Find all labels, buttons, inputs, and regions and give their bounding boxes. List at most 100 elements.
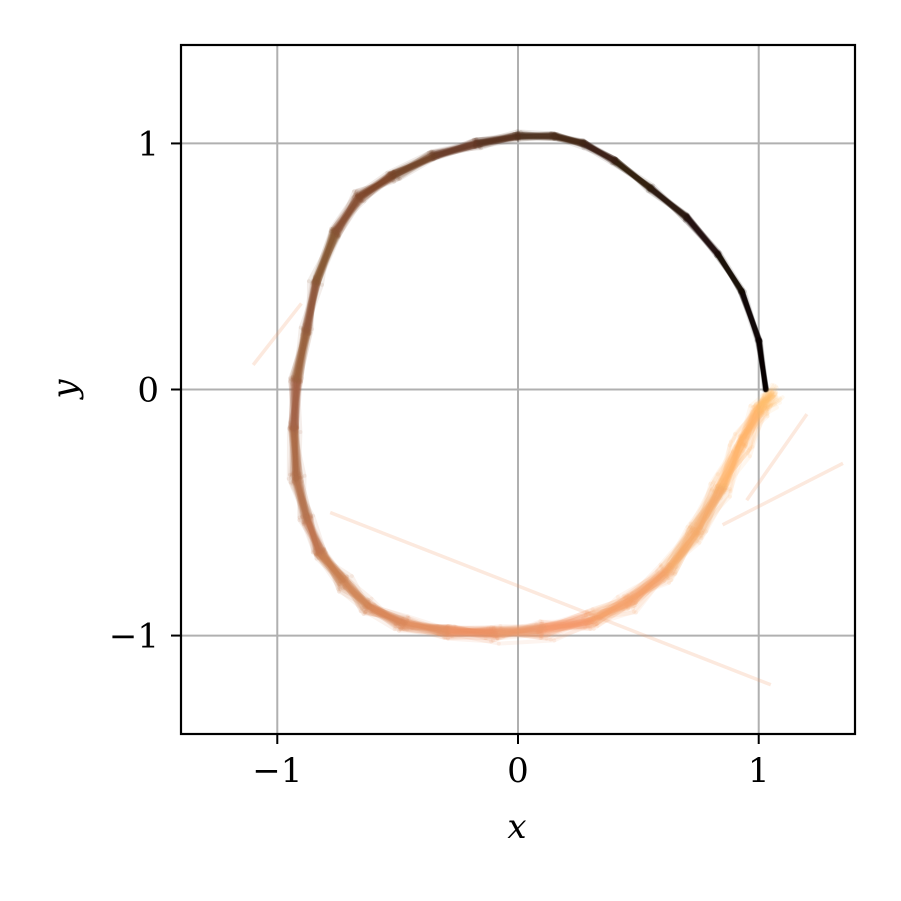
trajectory-segment xyxy=(756,338,768,392)
trajectory-segment xyxy=(613,158,654,191)
trajectory-segment xyxy=(314,227,339,285)
trajectory-segment xyxy=(752,396,775,410)
trajectory-segment xyxy=(647,184,692,220)
trajectory-segment xyxy=(720,442,746,491)
trajectory-segment xyxy=(688,484,722,533)
trajectory-segment xyxy=(737,405,761,440)
trajectory-segment xyxy=(333,194,364,237)
trajectory-segment xyxy=(312,226,339,283)
trajectory-segment xyxy=(664,527,696,577)
trajectory-segment xyxy=(554,132,584,145)
trajectory-segment xyxy=(664,527,701,573)
trajectory-segment xyxy=(581,601,630,621)
trajectory-segment xyxy=(291,430,300,483)
trajectory-segment xyxy=(336,194,361,240)
trajectory-segment xyxy=(288,428,295,475)
trajectory-segment xyxy=(489,622,539,632)
trajectory-segment xyxy=(551,136,588,144)
trajectory-segment xyxy=(305,511,320,555)
trajectory-segment xyxy=(291,424,298,476)
trajectory-segment xyxy=(297,327,308,387)
trajectory-segment xyxy=(311,234,340,284)
trajectory-segment xyxy=(741,408,762,447)
trajectory-segment xyxy=(362,171,393,204)
trajectory-segment xyxy=(290,470,305,520)
trajectory-segment xyxy=(613,157,650,190)
trajectory-segment xyxy=(437,628,503,637)
trajectory-segment xyxy=(684,214,720,257)
trajectory-line xyxy=(293,132,782,638)
trajectory-segment xyxy=(392,157,436,177)
trajectory-segment xyxy=(665,532,696,576)
trajectory-segment xyxy=(670,527,696,576)
trajectory-segment xyxy=(304,514,321,553)
trajectory-segment xyxy=(404,622,451,630)
trajectory-segment xyxy=(721,444,742,489)
trajectory-segment xyxy=(756,395,776,405)
trajectory-segment xyxy=(471,133,523,142)
trajectory-line xyxy=(290,129,769,637)
trajectory-segment xyxy=(291,479,309,521)
trajectory-segment xyxy=(306,277,320,335)
trajectory-segment xyxy=(400,619,447,631)
trajectory-segment xyxy=(292,382,300,430)
trajectory-segment xyxy=(648,186,690,217)
trajectory-segment xyxy=(431,139,480,158)
trajectory-segment xyxy=(611,158,653,190)
trajectory-segment xyxy=(315,551,342,580)
trajectory-segment xyxy=(303,280,318,329)
trajectory-segment xyxy=(738,289,761,342)
trajectory-segment xyxy=(475,135,522,146)
trajectory-segment xyxy=(476,133,521,146)
trajectory-segment xyxy=(290,378,299,431)
trajectory-segment xyxy=(553,136,586,151)
trajectory-segment xyxy=(292,378,298,429)
trajectory-segment xyxy=(316,231,339,286)
trajectory-segment xyxy=(304,517,323,556)
trajectory-segment xyxy=(740,401,759,444)
trajectory-segment xyxy=(631,565,675,614)
trajectory-segment xyxy=(755,399,766,418)
trajectory-segment xyxy=(334,198,363,230)
trajectory-segment xyxy=(613,158,653,190)
trajectory-segment xyxy=(405,624,450,632)
trajectory-line xyxy=(289,131,772,635)
trajectory-segment xyxy=(339,579,372,609)
trajectory-segment xyxy=(763,390,778,408)
trajectory-segment xyxy=(402,621,450,635)
trajectory-segment xyxy=(715,253,742,293)
trajectory-segment xyxy=(399,625,449,631)
trajectory-segment xyxy=(694,496,723,543)
trajectory-segment xyxy=(581,140,618,165)
trajectory-segment xyxy=(306,278,317,332)
trajectory-segment xyxy=(715,439,733,491)
trajectory-segment xyxy=(587,601,629,624)
trajectory-segment xyxy=(688,483,726,530)
trajectory-segment xyxy=(535,617,593,632)
trajectory-segment xyxy=(688,494,732,541)
trajectory-segment xyxy=(293,426,300,480)
trajectory-segment xyxy=(338,579,372,608)
trajectory-segment xyxy=(293,475,313,520)
trajectory-segment xyxy=(333,196,361,234)
trajectory-segment xyxy=(431,141,479,156)
trajectory-segment xyxy=(684,215,720,257)
trajectory-segment xyxy=(685,216,721,256)
trajectory-segment xyxy=(473,136,519,146)
trajectory-segment xyxy=(431,143,484,159)
trajectory-segment xyxy=(623,572,666,600)
trajectory-segment xyxy=(304,511,322,552)
trajectory-segment xyxy=(740,290,761,343)
trajectory-segment xyxy=(516,133,558,139)
trajectory-segment xyxy=(337,575,368,609)
trajectory-segment xyxy=(446,628,497,634)
trajectory-segment xyxy=(365,607,405,624)
trajectory-segment xyxy=(685,217,720,256)
trajectory-segment xyxy=(402,616,451,637)
trajectory-segment xyxy=(731,416,760,454)
trajectory-segment xyxy=(316,548,346,579)
trajectory-segment xyxy=(551,134,585,146)
trajectory-segment xyxy=(759,338,769,393)
trajectory-segment xyxy=(295,476,310,518)
trajectory-segment xyxy=(335,189,357,234)
